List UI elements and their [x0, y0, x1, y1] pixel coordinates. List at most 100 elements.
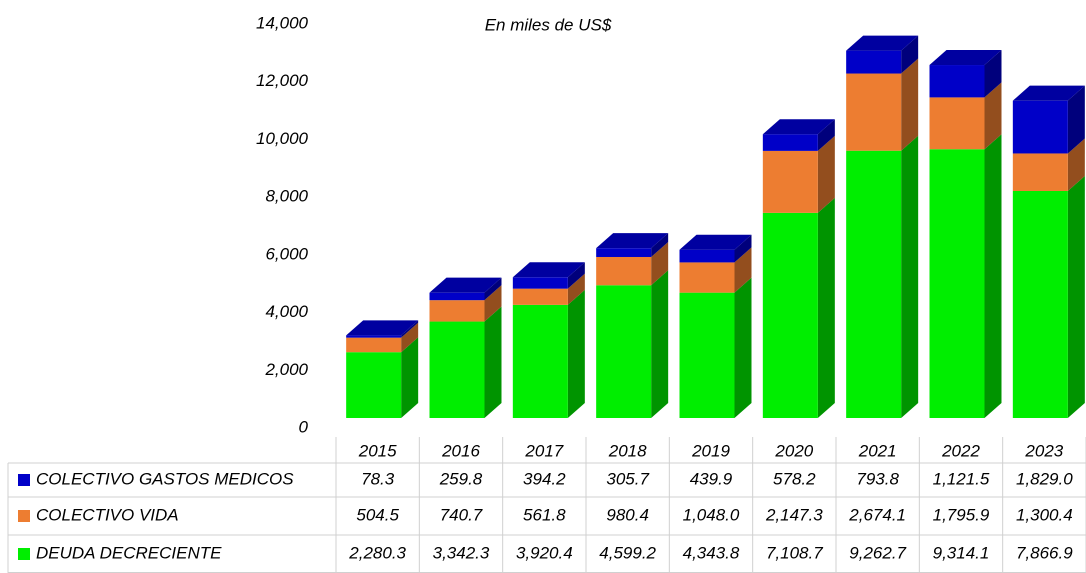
- legend-swatch: [18, 510, 30, 522]
- bar-side: [567, 289, 585, 418]
- y-tick-label: 2,000: [264, 360, 308, 379]
- bar-top: [679, 234, 752, 250]
- data-label: 9,314.1: [933, 543, 990, 562]
- bar: [346, 337, 402, 353]
- data-label: 7,866.9: [1016, 543, 1073, 562]
- legend-label: COLECTIVO VIDA: [36, 505, 179, 524]
- legend-swatch: [18, 474, 30, 486]
- x-tick-label: 2019: [691, 441, 730, 460]
- bar: [929, 149, 985, 418]
- bar: [512, 277, 568, 289]
- data-label: 1,300.4: [1016, 505, 1073, 524]
- x-tick-label: 2015: [358, 441, 397, 460]
- bar-top: [929, 50, 1002, 66]
- bar-side: [651, 233, 669, 257]
- bar: [846, 73, 902, 151]
- bar-side: [984, 50, 1002, 98]
- data-label: 4,599.2: [599, 543, 656, 562]
- y-tick-label: 0: [299, 417, 309, 436]
- chart-title: En miles de US$: [485, 15, 612, 34]
- bar-side: [817, 119, 835, 151]
- bar: [596, 256, 652, 286]
- x-tick-label: 2020: [774, 441, 813, 460]
- bar-side: [567, 262, 585, 289]
- bar-side: [734, 234, 752, 263]
- y-tick-label: 8,000: [265, 187, 308, 206]
- bar: [596, 248, 652, 257]
- y-tick-label: 12,000: [256, 71, 309, 90]
- data-label: 1,795.9: [933, 505, 990, 524]
- bar: [429, 300, 485, 322]
- data-label: 578.2: [773, 469, 816, 488]
- bar: [512, 288, 568, 305]
- data-label: 4,343.8: [683, 543, 740, 562]
- bar-top: [846, 35, 919, 51]
- data-label: 2,674.1: [848, 505, 906, 524]
- bar: [346, 352, 402, 418]
- data-label: 793.8: [856, 469, 899, 488]
- bar-side: [401, 320, 419, 338]
- x-tick-label: 2023: [1024, 441, 1063, 460]
- data-label: 305.7: [606, 469, 649, 488]
- bar: [1012, 153, 1068, 191]
- bar-side: [1067, 85, 1085, 154]
- bar: [762, 150, 818, 213]
- bar-top: [346, 320, 419, 336]
- bar: [429, 292, 485, 301]
- bar: [929, 97, 985, 150]
- bar-side: [734, 247, 752, 293]
- bar-side: [734, 277, 752, 418]
- bar-side: [901, 35, 919, 74]
- data-label: 259.8: [439, 469, 483, 488]
- data-label: 2,147.3: [765, 505, 823, 524]
- bar-side: [1067, 175, 1085, 418]
- legend-label: COLECTIVO GASTOS MEDICOS: [36, 469, 294, 488]
- bar-side: [484, 306, 502, 418]
- bar-top: [512, 262, 585, 278]
- bar: [679, 292, 735, 418]
- data-label: 1,829.0: [1016, 469, 1073, 488]
- x-tick-label: 2018: [608, 441, 647, 460]
- bar: [846, 50, 902, 74]
- data-label: 3,920.4: [516, 543, 573, 562]
- data-label: 7,108.7: [766, 543, 823, 562]
- bar: [512, 304, 568, 418]
- bar: [762, 134, 818, 151]
- data-label: 9,262.7: [849, 543, 906, 562]
- data-label: 439.9: [690, 469, 733, 488]
- data-label: 1,121.5: [933, 469, 990, 488]
- data-label: 740.7: [440, 505, 483, 524]
- bar-top: [762, 119, 835, 135]
- data-label: 2,280.3: [348, 543, 406, 562]
- bar-side: [817, 135, 835, 213]
- bar-side: [901, 58, 919, 151]
- data-label: 504.5: [356, 505, 399, 524]
- bar: [679, 262, 735, 293]
- y-tick-label: 4,000: [265, 302, 308, 321]
- bar-side: [484, 285, 502, 322]
- data-label: 980.4: [606, 505, 649, 524]
- bar-top: [429, 277, 502, 293]
- bar-side: [401, 337, 419, 418]
- legend-swatch: [18, 548, 30, 560]
- bar: [762, 212, 818, 418]
- bar-side: [401, 322, 419, 353]
- data-label: 394.2: [523, 469, 566, 488]
- y-tick-label: 14,000: [256, 13, 309, 32]
- x-tick-label: 2016: [441, 441, 480, 460]
- bar-side: [984, 134, 1002, 418]
- bar-side: [817, 197, 835, 418]
- bar: [1012, 100, 1068, 154]
- bar-side: [651, 270, 669, 418]
- bar-top: [1012, 85, 1085, 101]
- bar: [346, 335, 402, 338]
- bar: [929, 65, 985, 98]
- bar: [679, 249, 735, 263]
- bar-side: [651, 241, 669, 286]
- x-tick-label: 2022: [941, 441, 980, 460]
- bar-top: [596, 233, 669, 249]
- bar: [429, 321, 485, 418]
- legend-label: DEUDA DECRECIENTE: [36, 543, 222, 562]
- bar-side: [567, 273, 585, 305]
